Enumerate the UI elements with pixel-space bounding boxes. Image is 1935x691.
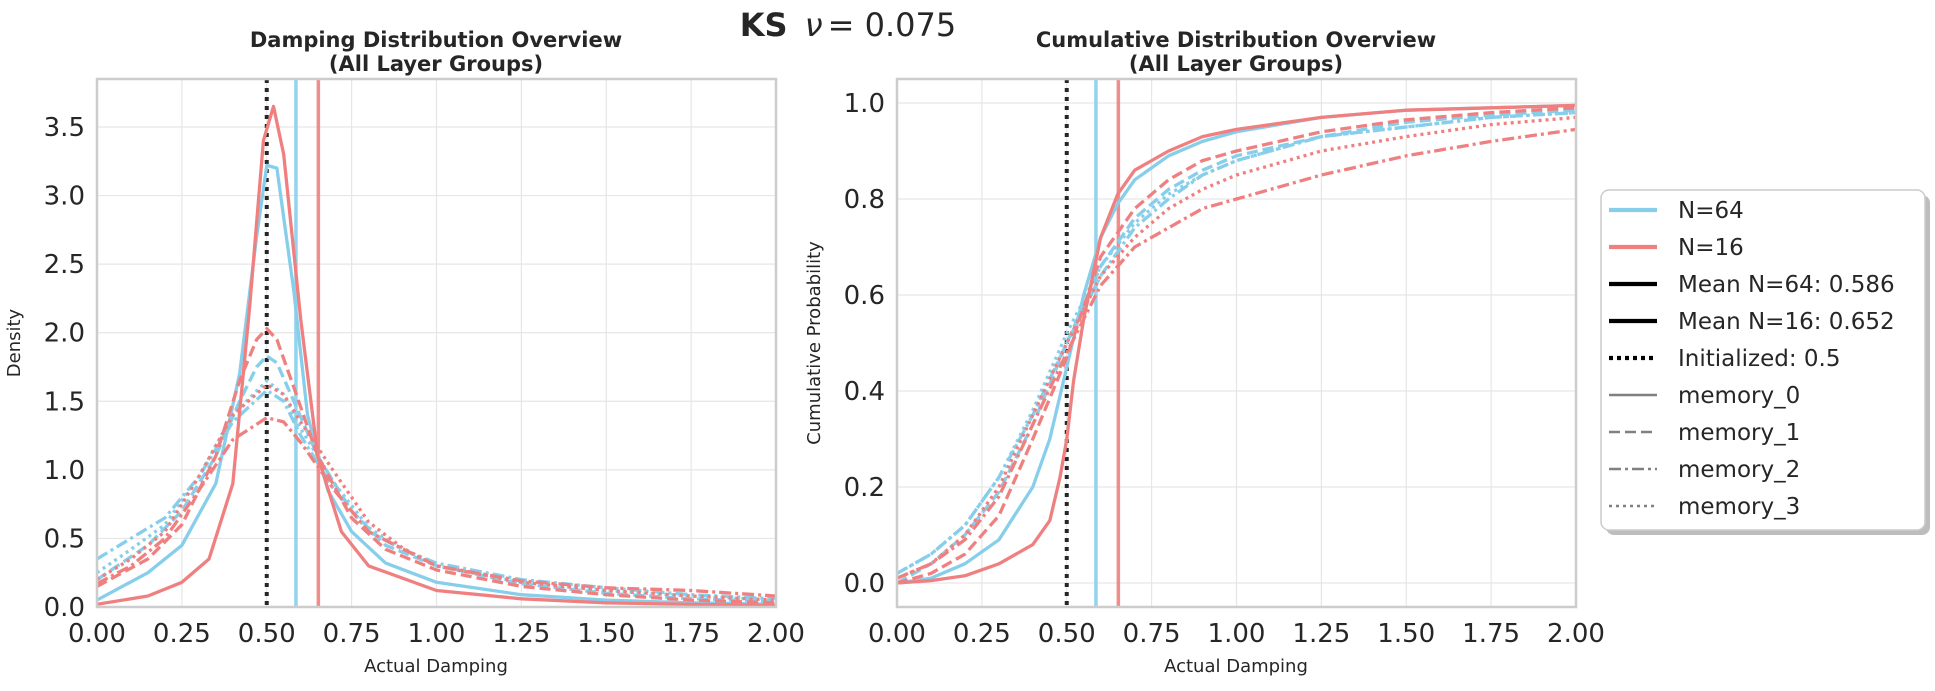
legend-label: Initialized: 0.5 xyxy=(1678,346,1841,372)
y-tick-label: 0.4 xyxy=(844,377,885,407)
legend-label: N=64 xyxy=(1678,198,1744,224)
legend-item: memory_0 xyxy=(1609,383,1800,409)
series-line-n16-solid xyxy=(897,103,1576,585)
subplot-title-sub: (All Layer Groups) xyxy=(1129,52,1343,76)
grid xyxy=(896,79,1577,607)
suptitle-bold: KS xyxy=(740,6,788,44)
x-tick-label: 1.50 xyxy=(577,619,635,649)
x-axis-label: Actual Damping xyxy=(1164,656,1308,677)
x-tick-label: 1.00 xyxy=(1208,619,1266,649)
x-tick-label: 0.50 xyxy=(1038,619,1096,649)
series-group xyxy=(897,103,1576,585)
legend-label: Mean N=64: 0.586 xyxy=(1678,272,1895,298)
legend-label: Mean N=16: 0.652 xyxy=(1678,309,1895,335)
series-line-n16-dashed xyxy=(97,326,776,605)
legend-item: N=64 xyxy=(1609,198,1744,224)
y-tick-label: 1.0 xyxy=(844,89,885,119)
legend-item: Mean N=16: 0.652 xyxy=(1609,309,1895,335)
y-tick-label: 0.2 xyxy=(844,473,885,503)
legend-box xyxy=(1600,189,1926,531)
x-tick-label: 2.00 xyxy=(747,619,805,649)
subplot-title-sub: (All Layer Groups) xyxy=(329,52,543,76)
y-tick-label: 3.5 xyxy=(44,113,85,143)
y-axis-label: Density xyxy=(4,308,25,377)
subplot-density: 0.00 0.25 0.50 0.75 1.00 1.25 1.50 1.75 2.00 0.0 0… xyxy=(4,28,805,677)
axes-frame xyxy=(895,77,1578,609)
y-tick-label: 2.0 xyxy=(44,319,85,349)
series-line-n16-solid xyxy=(97,104,776,607)
x-tick-label: 0.75 xyxy=(323,619,381,649)
y-tick-label: 1.0 xyxy=(44,456,85,486)
series-line-n64-dashdot xyxy=(897,110,1576,575)
legend-item: Mean N=64: 0.586 xyxy=(1609,272,1895,298)
y-tick-label: 0.5 xyxy=(44,524,85,554)
legend-item: Initialized: 0.5 xyxy=(1609,346,1841,372)
subplot-cdf: 0.00 0.25 0.50 0.75 1.00 1.25 1.50 1.75 2.00 0.0 0… xyxy=(804,28,1605,677)
y-tick-label: 0.0 xyxy=(44,593,85,623)
x-tick-label: 2.00 xyxy=(1547,619,1605,649)
legend-item: N=16 xyxy=(1609,235,1744,261)
legend-label: memory_2 xyxy=(1678,457,1800,483)
x-tick-label: 1.75 xyxy=(662,619,720,649)
y-tick-label: 0.0 xyxy=(844,569,885,599)
legend-label: N=16 xyxy=(1678,235,1744,261)
legend: N=64 N=16 Mean N=64: 0.586 Mean N=16: 0.652… xyxy=(1600,189,1930,535)
grid xyxy=(96,79,777,608)
x-tick-label: 0.25 xyxy=(953,619,1011,649)
reference-lines xyxy=(1064,79,1121,607)
legend-label: memory_0 xyxy=(1678,383,1800,409)
series-line-n16-dashdot xyxy=(897,127,1576,580)
legend-label: memory_1 xyxy=(1678,420,1800,446)
y-axis-label: Cumulative Probability xyxy=(804,241,825,445)
y-tick-label: 3.0 xyxy=(44,182,85,212)
y-tick-label: 0.8 xyxy=(844,185,885,215)
legend-item: memory_2 xyxy=(1609,457,1800,483)
reference-lines xyxy=(264,79,321,607)
series-line-n64-dashed xyxy=(97,354,776,604)
figure-suptitle: KS ν = 0.075 xyxy=(740,6,957,44)
y-tick-label: 1.5 xyxy=(44,387,85,417)
x-tick-label: 0.50 xyxy=(238,619,296,649)
y-tick-label: 0.6 xyxy=(844,281,885,311)
x-tick-label: 0.75 xyxy=(1123,619,1181,649)
x-tick-label: 1.50 xyxy=(1377,619,1435,649)
series-line-n16-dotted xyxy=(97,383,776,602)
axes-frame xyxy=(95,77,778,609)
x-tick-label: 0.00 xyxy=(868,619,926,649)
x-tick-label: 1.75 xyxy=(1462,619,1520,649)
x-tick-label: 1.25 xyxy=(492,619,550,649)
legend-label: memory_3 xyxy=(1678,494,1800,520)
legend-item: memory_1 xyxy=(1609,420,1800,446)
y-tick-label: 2.5 xyxy=(44,250,85,280)
x-tick-label: 1.25 xyxy=(1292,619,1350,649)
suptitle-nu: ν xyxy=(805,6,823,44)
series-line-n16-dashed xyxy=(897,106,1576,585)
series-group xyxy=(97,104,776,607)
x-axis-label: Actual Damping xyxy=(364,656,508,677)
x-tick-label: 0.25 xyxy=(153,619,211,649)
legend-item: memory_3 xyxy=(1609,494,1800,520)
subplot-title: Damping Distribution Overview xyxy=(250,28,622,52)
charts-layer: 0.00 0.25 0.50 0.75 1.00 1.25 1.50 1.75 2.000.00… xyxy=(4,28,1605,677)
subplot-title: Cumulative Distribution Overview xyxy=(1036,28,1436,52)
series-line-n64-solid xyxy=(97,163,776,606)
x-tick-label: 0.00 xyxy=(68,619,126,649)
x-tick-label: 1.00 xyxy=(408,619,466,649)
suptitle-value: = 0.075 xyxy=(828,6,957,44)
series-line-n16-dashdot xyxy=(97,416,776,598)
